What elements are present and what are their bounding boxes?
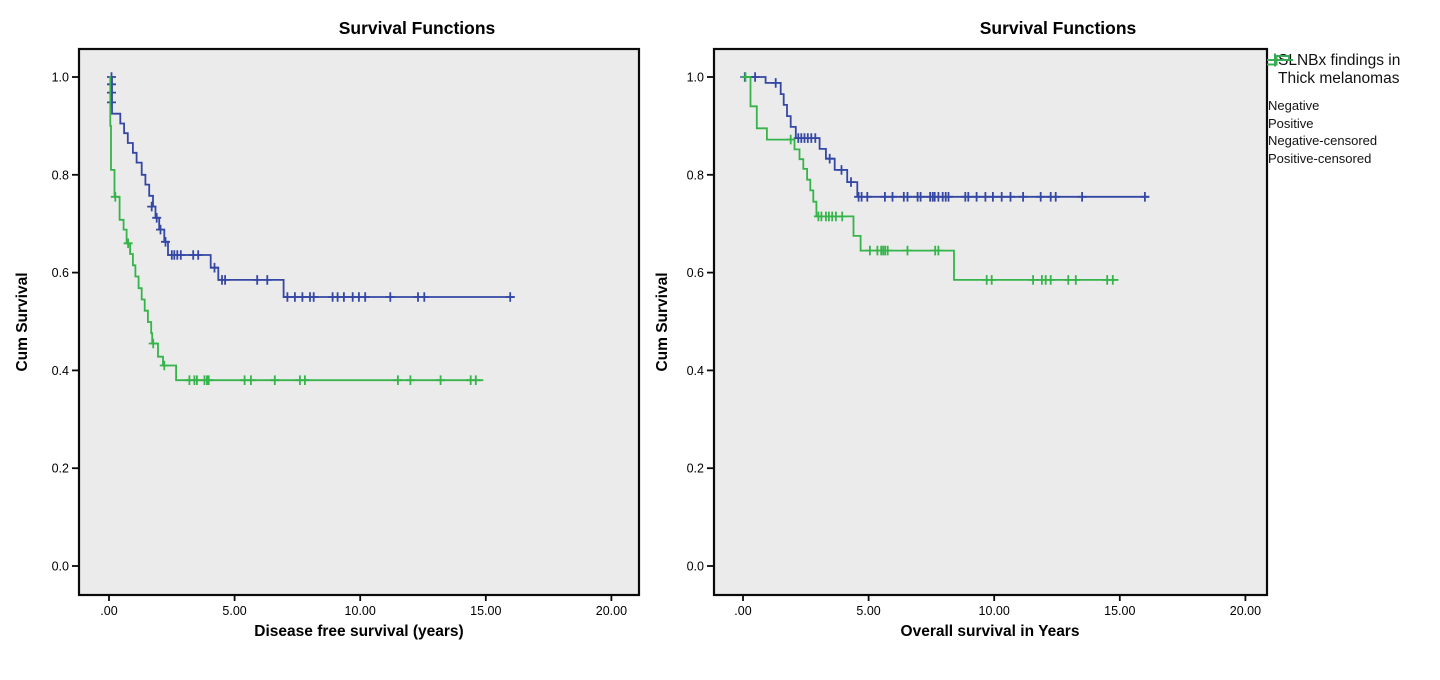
legend-item-label: Negative-censored bbox=[1268, 133, 1378, 149]
x-tick-label: 10.00 bbox=[979, 604, 1010, 618]
x-tick-label: 15.00 bbox=[1104, 604, 1135, 618]
x-tick-label: 15.00 bbox=[470, 604, 501, 618]
step-line-icon bbox=[1267, 55, 1290, 66]
x-axis-label: Disease free survival (years) bbox=[254, 623, 463, 640]
legend-item-label: Positive bbox=[1268, 115, 1314, 131]
plot-area bbox=[77, 47, 641, 597]
y-tick-label: 0.2 bbox=[52, 462, 69, 476]
y-tick-label: 0.8 bbox=[52, 168, 69, 182]
legend-title: SLNBx findings in Thick melanomas bbox=[1278, 52, 1438, 88]
y-tick-label: 0.6 bbox=[687, 266, 704, 280]
negative-curve bbox=[109, 76, 515, 298]
chart-1: .00 5.00 10.00 15.00 20.00 0.0 0.2 0.4 0.6 0.8 1.0… bbox=[654, 18, 1269, 640]
y-tick-label: 1.0 bbox=[52, 71, 69, 85]
legend-title-line2: Thick melanomas bbox=[1278, 70, 1400, 87]
positive-censored-marks bbox=[110, 192, 481, 385]
y-tick-label: 0.6 bbox=[52, 266, 69, 280]
y-tick-label: 0.0 bbox=[52, 560, 69, 574]
plot-area bbox=[712, 47, 1269, 597]
y-tick-label: 0.4 bbox=[52, 364, 69, 378]
y-tick-label: 0.2 bbox=[687, 462, 704, 476]
y-tick-label: 0.0 bbox=[687, 560, 704, 574]
legend: SLNBx findings in Thick melanomas Negati… bbox=[1266, 52, 1438, 167]
positive-censored-marks bbox=[741, 72, 1118, 285]
x-tick-label: 5.00 bbox=[856, 604, 880, 618]
negative-censored-marks bbox=[107, 72, 515, 302]
chart-0: .00 5.00 10.00 15.00 20.00 0.0 0.2 0.4 0.6 0.8 1.0… bbox=[14, 18, 641, 640]
y-tick-label: 0.4 bbox=[687, 364, 704, 378]
x-tick-label: 20.00 bbox=[1230, 604, 1261, 618]
censored-plus-icon bbox=[1267, 53, 1293, 67]
legend-item-label: Positive-censored bbox=[1268, 150, 1372, 166]
legend-title-line1: SLNBx findings in bbox=[1278, 52, 1401, 69]
x-axis-label: Overall survival in Years bbox=[901, 623, 1080, 640]
y-axis-label: Cum Survival bbox=[14, 272, 31, 371]
legend-items: Negative Positive Negative-censored Positiv… bbox=[1266, 53, 1438, 168]
chart-title: Survival Functions bbox=[339, 18, 496, 38]
x-tick-label: 10.00 bbox=[345, 604, 376, 618]
positive-curve bbox=[743, 76, 1119, 281]
legend-item: Positive bbox=[1266, 55, 1438, 133]
legend-item-label: Negative bbox=[1268, 98, 1320, 114]
x-tick-label: 5.00 bbox=[222, 604, 246, 618]
x-tick-label: .00 bbox=[734, 604, 751, 618]
y-axis-label: Cum Survival bbox=[654, 272, 671, 371]
chart-title: Survival Functions bbox=[980, 18, 1137, 38]
x-tick-label: 20.00 bbox=[596, 604, 627, 618]
y-tick-label: 1.0 bbox=[687, 71, 704, 85]
legend-item: Positive-censored bbox=[1266, 53, 1438, 168]
x-tick-label: .00 bbox=[100, 604, 117, 618]
legend-item: Negative-censored bbox=[1266, 53, 1438, 150]
legend-item: Negative bbox=[1266, 55, 1438, 115]
y-tick-label: 0.8 bbox=[687, 168, 704, 182]
negative-curve bbox=[743, 76, 1149, 198]
